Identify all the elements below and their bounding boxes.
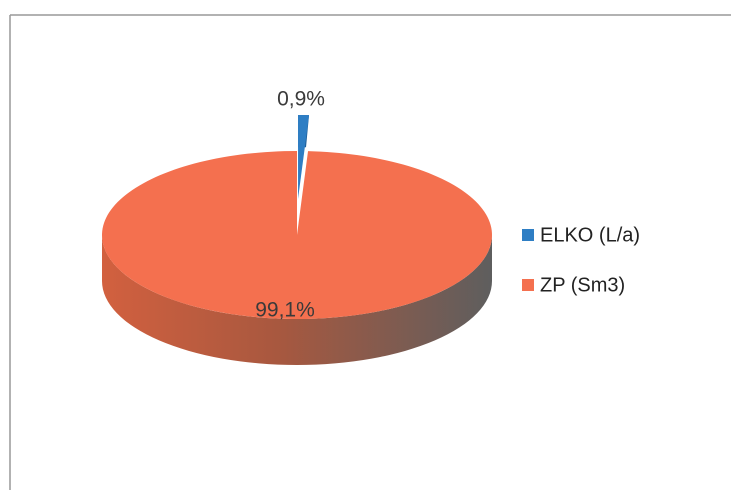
slice: [101, 151, 492, 319]
legend-label: ELKO (L/a): [540, 224, 640, 246]
slice: [298, 115, 310, 200]
slice-side: [102, 235, 492, 365]
value-label: 99,1%: [255, 299, 315, 322]
value-label: 0,9%: [277, 88, 325, 111]
legend-label: ZP (Sm3): [540, 274, 625, 296]
legend-swatch: [522, 279, 534, 291]
legend-swatch: [522, 229, 534, 241]
